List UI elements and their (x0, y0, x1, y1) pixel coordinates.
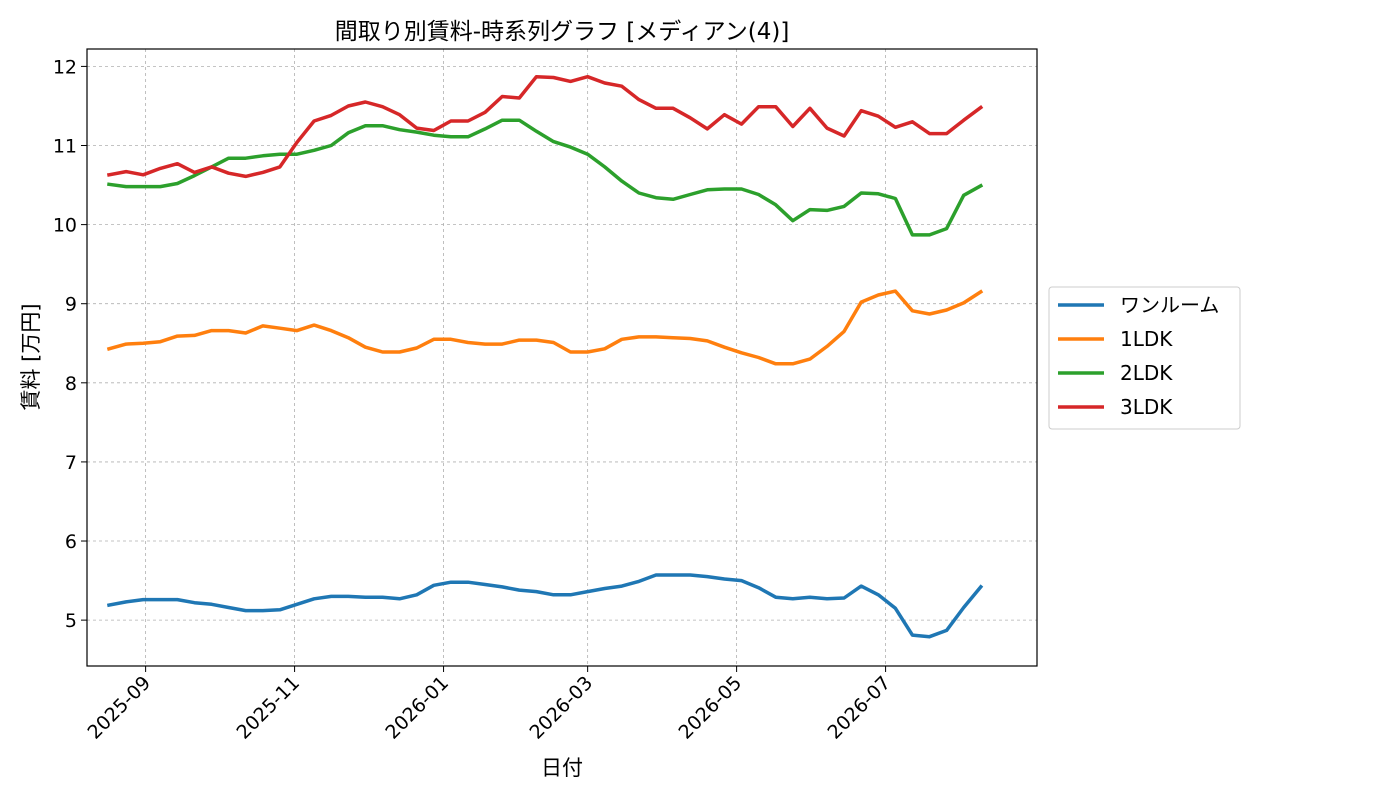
y-tick-label: 11 (53, 136, 77, 158)
x-tick-label: 2026-05 (674, 672, 746, 744)
y-tick-label: 7 (65, 452, 77, 474)
y-axis-title: 賃料 [万円] (19, 303, 43, 410)
x-tick-label: 2025-11 (232, 672, 304, 744)
chart-title: 間取り別賃料-時系列グラフ [メディアン(4)] (335, 19, 790, 45)
x-tick-label: 2026-03 (525, 672, 597, 744)
y-tick-label: 12 (53, 56, 77, 78)
legend-label: 1LDK (1120, 327, 1173, 351)
y-tick-label: 5 (65, 610, 77, 632)
legend-frame (1048, 286, 1241, 430)
series-lines (106, 74, 984, 639)
legend-label: 2LDK (1120, 361, 1173, 385)
y-axis: 5 6 7 8 9 10 11 12 (53, 56, 87, 632)
grid (87, 49, 1037, 666)
x-axis: 2025-09 2025-11 2026-01 2026-03 2026-05 2026-… (83, 666, 895, 744)
plot-area-frame (86, 48, 1038, 667)
y-tick-label: 8 (65, 373, 77, 395)
legend-label: ワンルーム (1120, 293, 1219, 317)
series-line-3 (106, 74, 984, 179)
legend-label: 3LDK (1120, 395, 1173, 419)
x-tick-label: 2025-09 (83, 672, 155, 744)
series-line-0 (106, 573, 984, 639)
x-tick-label: 2026-01 (381, 672, 453, 744)
x-tick-label: 2026-07 (823, 672, 895, 744)
series-line-2 (107, 118, 984, 237)
y-tick-label: 6 (65, 531, 77, 553)
series-line-1 (106, 289, 984, 366)
y-tick-label: 9 (65, 294, 77, 316)
x-axis-title: 日付 (541, 756, 583, 780)
y-tick-label: 10 (53, 215, 77, 237)
legend: ワンルーム 1LDK 2LDK 3LDK (1048, 286, 1241, 430)
